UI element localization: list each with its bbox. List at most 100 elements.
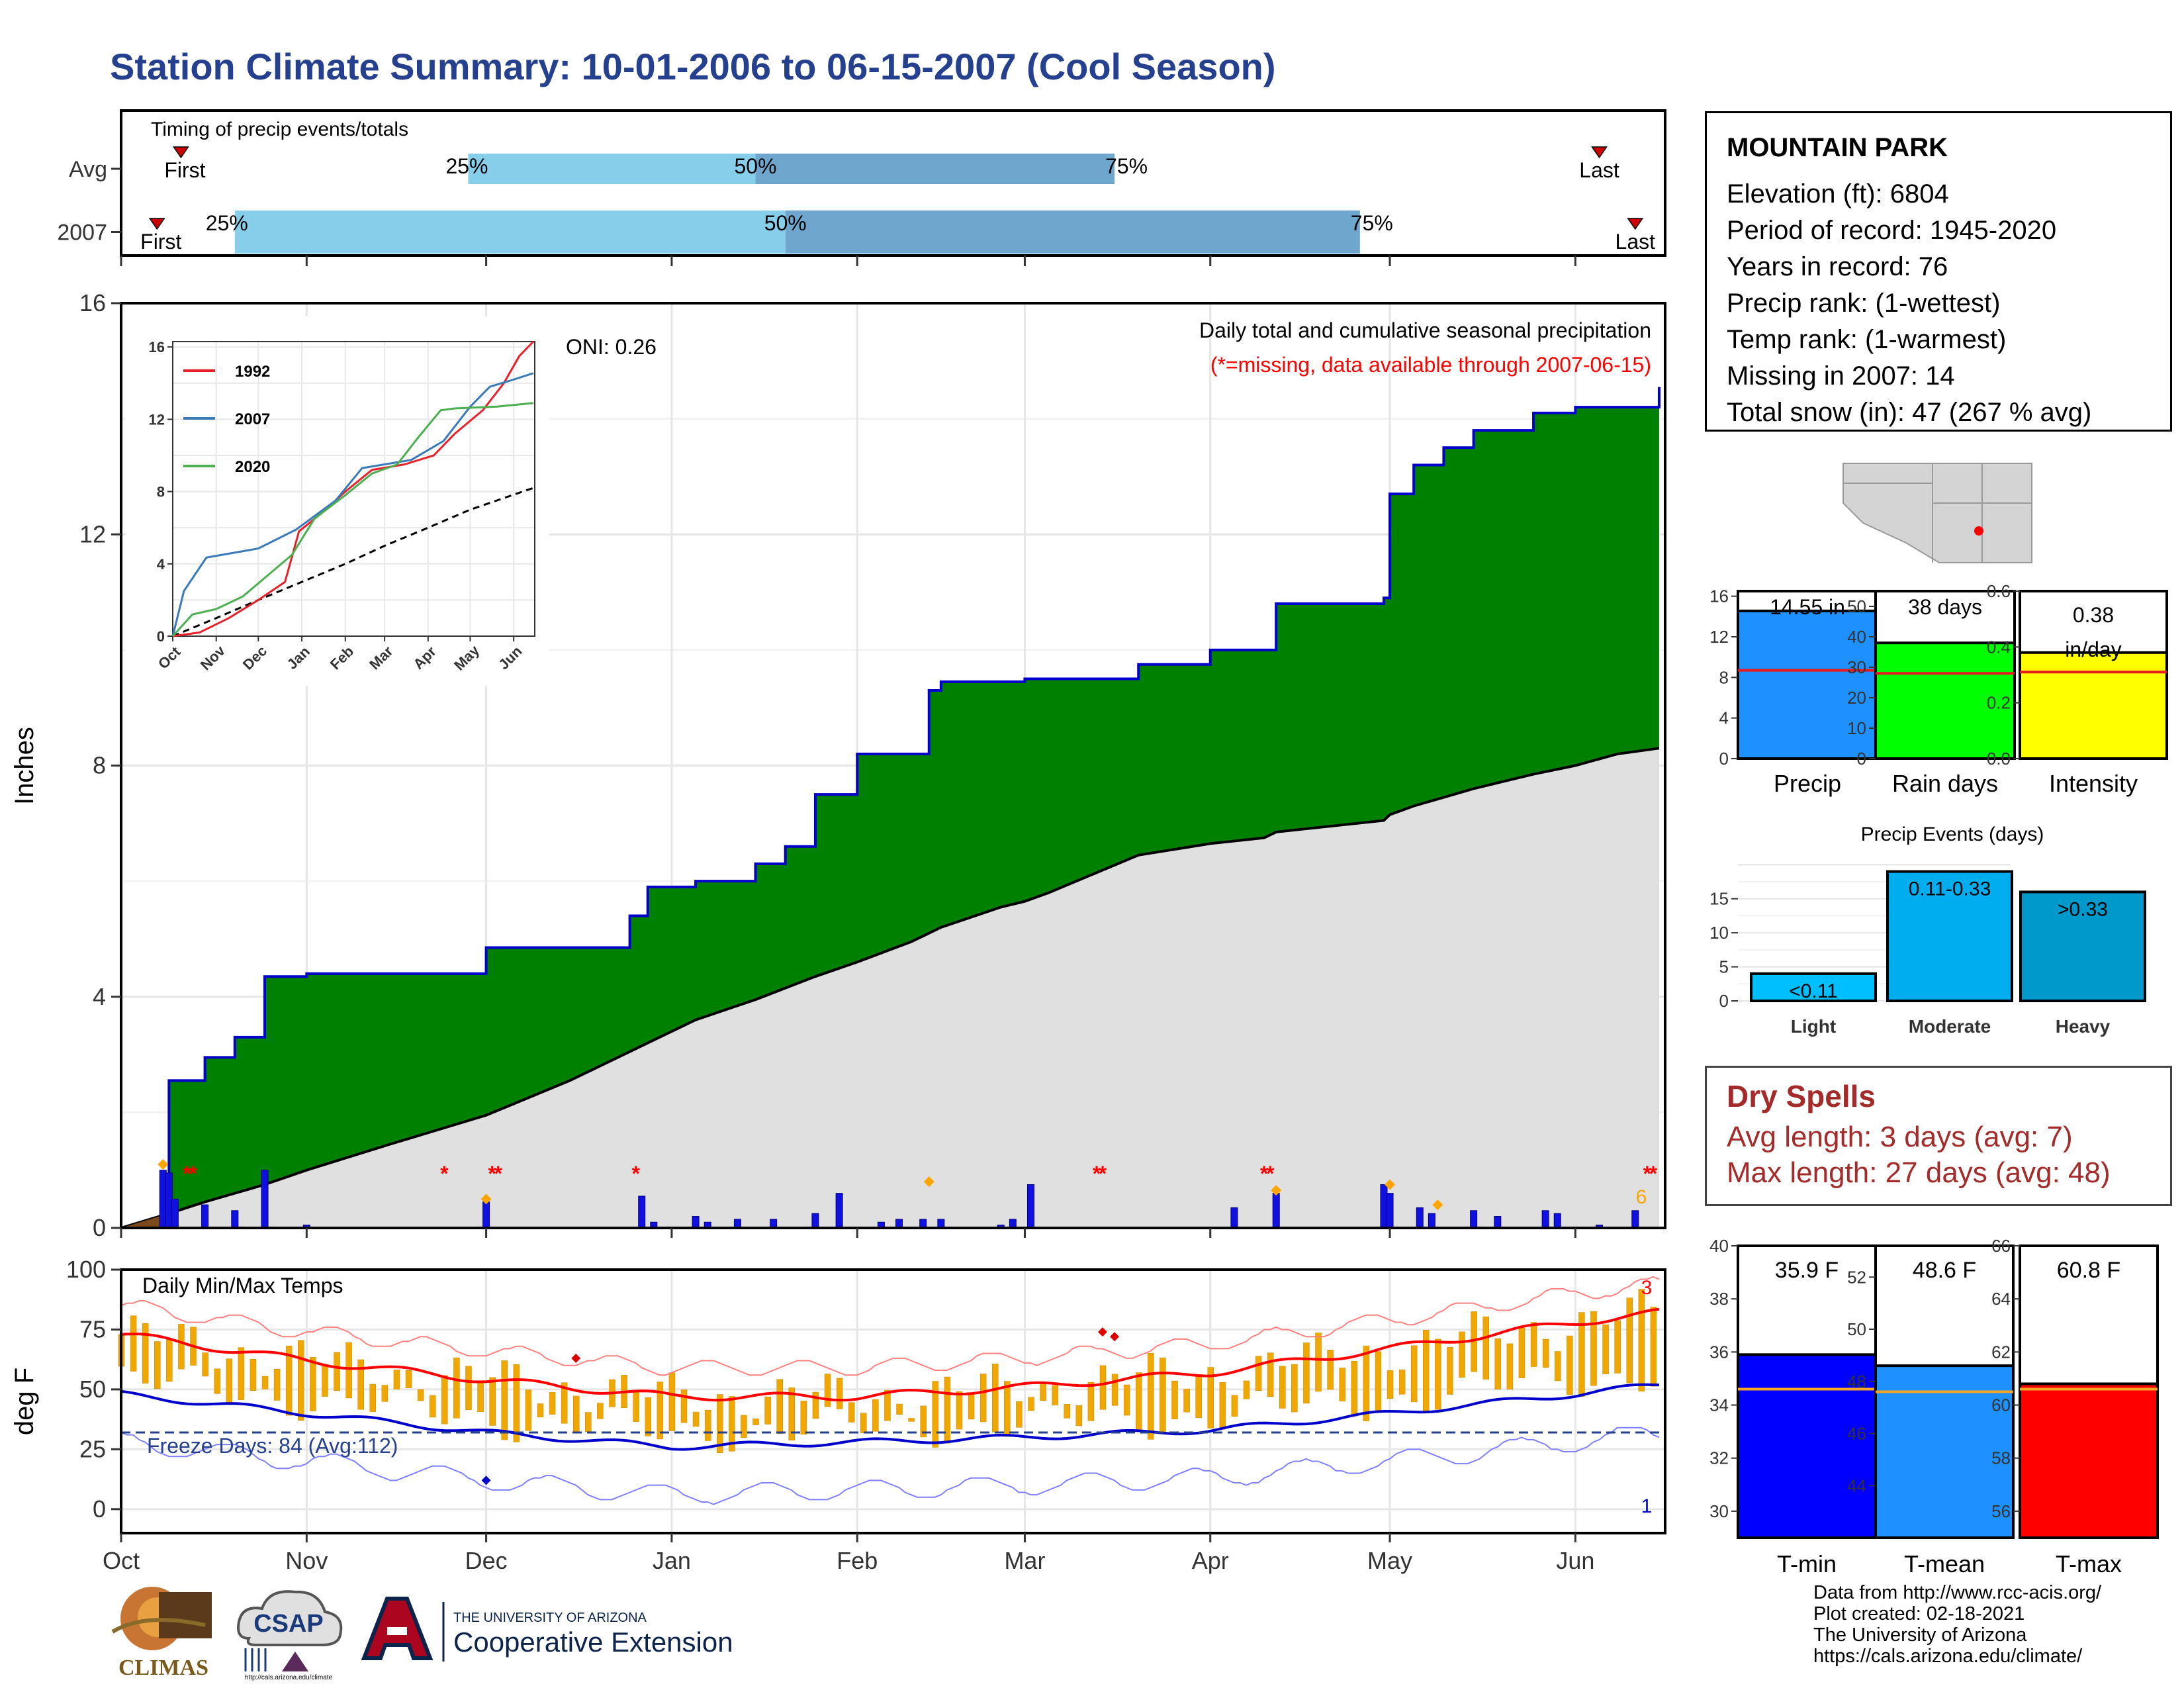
ua-line2: Cooperative Extension: [453, 1626, 733, 1658]
daily-temp-range-bar: [1363, 1345, 1370, 1421]
daily-temp-range-bar: [202, 1352, 208, 1377]
precip-ytick-label: 4: [93, 983, 106, 1010]
daily-temp-range-bar: [453, 1357, 460, 1419]
timing-p25: 25%: [206, 211, 248, 235]
daily-temp-range-bar: [1028, 1397, 1034, 1411]
daily-precip-bar: [201, 1204, 209, 1229]
daily-temp-range-bar: [1016, 1401, 1023, 1428]
daily-temp-range-bar: [1518, 1328, 1525, 1378]
temp-summary-tick-label: 46: [1847, 1424, 1866, 1444]
daily-temp-range-bar: [1243, 1380, 1250, 1399]
summary-tick-label: 0: [1719, 749, 1729, 769]
daily-temp-range-bar: [1459, 1331, 1465, 1378]
inset-ytick-label: 8: [157, 484, 165, 500]
daily-temp-range-bar: [741, 1415, 747, 1438]
snow-marker: [480, 1194, 492, 1205]
x-tick-label: Feb: [837, 1547, 878, 1574]
daily-temp-range-bar: [214, 1368, 220, 1394]
daily-temp-range-bar: [1148, 1352, 1154, 1440]
events-tick-label: 5: [1719, 957, 1729, 977]
first-event-marker: [148, 218, 165, 230]
summary-tick-label: 0.2: [1987, 693, 2011, 713]
summary-tick-label: 30: [1847, 657, 1866, 677]
timing-p50: 50%: [734, 154, 776, 178]
temp-summary-bar-t-max: [2019, 1382, 2159, 1539]
daily-precip-bar: [482, 1201, 490, 1229]
x-tick-label: Oct: [103, 1547, 140, 1574]
daily-temp-range-bar: [441, 1375, 448, 1425]
daily-temp-range-bar: [788, 1387, 796, 1441]
tmin-count: 1: [1641, 1495, 1653, 1517]
missing-marker: *: [440, 1162, 449, 1186]
daily-temp-range-bar: [357, 1359, 364, 1410]
daily-precip-bar: [1230, 1207, 1238, 1229]
summary-bar-rain-days: [1874, 641, 2016, 761]
temp-summary-bars: 30 32 34 36 38 40 35.9 F T-min 44 46 48 50 52 48.6 F T…: [1709, 1236, 2159, 1577]
events-content: 0 5 10 15 <0.11 Light 0.11-0.33 Moderate >0.33 He…: [1709, 864, 2146, 1037]
summary-bar-name: Precip: [1774, 770, 1841, 797]
daily-temp-range-bar: [585, 1412, 592, 1432]
summary-tick-label: 12: [1709, 627, 1729, 647]
station-missing: Missing in 2007: 14: [1727, 361, 1955, 391]
inset-ytick-label: 12: [149, 411, 165, 428]
precip-ylabel: Inches: [10, 727, 39, 805]
snow-marker: [1271, 1185, 1282, 1196]
daily-temp-range-bar: [836, 1378, 843, 1409]
average-line: [120, 747, 1660, 1229]
temp-summary-tick-label: 50: [1847, 1319, 1866, 1339]
temp-summary-bar-t-mean: [1874, 1364, 2015, 1539]
daily-temp-range-bar: [393, 1370, 400, 1389]
daily-temp-range-bar: [1327, 1350, 1334, 1390]
station-info-box: MOUNTAIN PARK Elevation (ft): 6804 Perio…: [1705, 111, 2172, 432]
missing-marker: *: [494, 1162, 502, 1186]
daily-temp-range-bar: [1219, 1382, 1226, 1430]
events-category-label: Light: [1791, 1016, 1836, 1037]
inset-ytick-label: 0: [157, 628, 165, 645]
daily-temp-range-bar: [1111, 1374, 1118, 1406]
dry-spells-title: Dry Spells: [1727, 1079, 1876, 1113]
early-season-wedge: [121, 1213, 169, 1228]
daily-temp-range-bar: [1207, 1367, 1214, 1429]
temp-summary-tick-label: 44: [1847, 1476, 1866, 1495]
precip-area: ** * ** * ** ** **: [120, 387, 1661, 1229]
x-tick-label: Apr: [1192, 1547, 1229, 1574]
daily-temp-range-bar: [680, 1389, 688, 1423]
missing-marker: *: [189, 1162, 197, 1186]
x-tick-label: Nov: [285, 1547, 328, 1574]
station-precip-rank: Precip rank: (1-wettest): [1727, 289, 2001, 318]
temp-ytick-label: 0: [93, 1495, 106, 1523]
inset-legend-label: 1992: [235, 363, 270, 381]
daily-temp-range-bar: [1410, 1345, 1418, 1403]
temp-summary-value-label: 60.8 F: [2057, 1258, 2120, 1283]
climas-logo: CLIMAS: [111, 1587, 212, 1680]
events-bar-label: 0.11-0.33: [1909, 878, 1991, 900]
daily-temp-range-bar: [1255, 1356, 1262, 1391]
daily-precip-bar: [165, 1172, 173, 1229]
daily-temp-range-bar: [1435, 1338, 1441, 1410]
timing-p75: 75%: [1105, 154, 1148, 178]
daily-temp-range-bar: [369, 1383, 377, 1412]
daily-temp-range-bar: [1626, 1297, 1633, 1383]
summary-tick-label: 8: [1719, 667, 1729, 687]
summary-tick-label: 10: [1847, 718, 1866, 738]
ua-line1: THE UNIVERSITY OF ARIZONA: [453, 1611, 647, 1625]
missing-marker: *: [488, 1162, 496, 1186]
precip-yticks: 0 4 8 12 16: [79, 289, 121, 1241]
daily-temp-range-bar: [429, 1395, 436, 1418]
daily-temp-range-bar: [501, 1360, 508, 1440]
events-bar-label: <0.11: [1789, 980, 1838, 1002]
station-snow: Total snow (in): 47 (267 % avg): [1727, 398, 2092, 427]
daily-temp-range-bar: [1183, 1389, 1190, 1413]
climas-logo-text: CLIMAS: [118, 1656, 208, 1680]
csap-logo-text: CSAP: [253, 1610, 324, 1638]
daily-temp-range-bar: [729, 1396, 735, 1452]
dry-spells-avg: Avg length: 3 days (avg: 7): [1727, 1121, 2073, 1153]
daily-temp-range-bar: [692, 1411, 700, 1427]
first-event-marker: [173, 146, 189, 159]
daily-temp-range-bar: [1303, 1342, 1310, 1404]
events-category-label: Moderate: [1909, 1016, 1991, 1037]
daily-temp-range-bar: [166, 1339, 173, 1382]
summary-bar-intensity: [2019, 651, 2168, 760]
missing-marker: *: [183, 1162, 191, 1186]
timing-panel: Timing of precip events/totals Avg 25% 50%…: [57, 109, 1666, 257]
